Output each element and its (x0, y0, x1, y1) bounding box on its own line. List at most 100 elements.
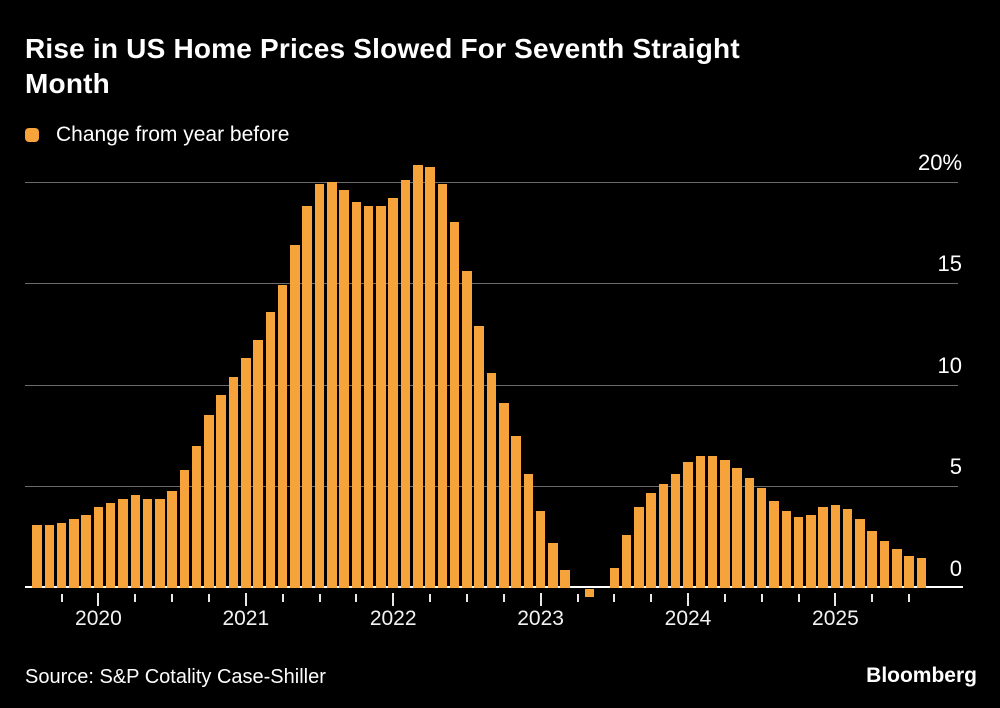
bar (634, 506, 644, 588)
page-title: Rise in US Home Prices Slowed For Sevent… (25, 31, 955, 101)
bar (670, 474, 681, 588)
bar (560, 569, 570, 588)
x-axis-year-tick (392, 593, 395, 606)
x-axis-tick (429, 594, 432, 602)
x-axis-tick (465, 594, 468, 602)
bar (658, 484, 669, 588)
bar (867, 531, 877, 588)
x-axis-year-tick (834, 593, 837, 606)
x-axis-year-label-2025: 2025 (812, 607, 859, 630)
bar (499, 403, 509, 588)
legend-label: Change from year before (56, 123, 290, 146)
title-line-1: Rise in US Home Prices Slowed For Sevent… (25, 33, 740, 64)
bar (363, 206, 374, 588)
y-axis-label-15: 15 (880, 251, 962, 277)
title-line-2: Month (25, 68, 110, 99)
bar (327, 181, 337, 588)
y-axis-label-0: 0 (880, 556, 962, 582)
x-axis-tick (134, 594, 137, 602)
bar (879, 541, 890, 588)
bar (646, 492, 656, 588)
x-axis-year-label-2020: 2020 (75, 607, 122, 630)
y-axis-value: 10 (937, 353, 962, 378)
bar (486, 372, 497, 588)
bar (56, 523, 67, 588)
x-axis-tick (502, 594, 505, 602)
x-axis-tick (208, 594, 210, 602)
gridline-15 (25, 283, 958, 284)
bar (425, 167, 435, 588)
bar (720, 460, 730, 588)
bloomberg-logo: Bloomberg (866, 664, 977, 687)
bar (216, 395, 226, 588)
bar (69, 518, 79, 588)
x-axis-tick (355, 594, 358, 602)
bar (449, 222, 460, 588)
x-axis-year-label-2023: 2023 (517, 607, 564, 630)
bar (241, 358, 251, 588)
bar (93, 506, 104, 588)
bar (609, 567, 620, 588)
x-axis-tick (723, 594, 726, 602)
bar (191, 445, 202, 588)
y-axis-label-10: 10 (880, 353, 962, 379)
x-axis-tick (760, 594, 763, 602)
x-axis-tick (318, 594, 321, 602)
bar (105, 502, 116, 588)
percent-sign: % (942, 150, 962, 175)
bar (277, 285, 288, 588)
bar (462, 271, 472, 588)
bar (32, 525, 42, 588)
bar (204, 415, 214, 588)
bar (400, 179, 411, 588)
bar (769, 500, 779, 588)
bar (511, 435, 521, 588)
x-axis-year-tick (244, 593, 247, 606)
x-axis-year-tick (539, 593, 542, 606)
y-axis-value: 0 (949, 556, 962, 581)
bar (830, 504, 841, 588)
bar (81, 514, 91, 588)
bar (842, 508, 853, 588)
bar (474, 325, 484, 588)
bar (265, 311, 276, 588)
gridline-20 (25, 182, 958, 183)
x-axis-tick (613, 594, 616, 602)
bar (142, 498, 153, 588)
bar (130, 494, 141, 588)
bar (621, 535, 632, 588)
bar (683, 462, 693, 588)
bar (167, 490, 177, 588)
bar (290, 244, 300, 588)
bar (584, 589, 595, 598)
x-axis-tick (281, 594, 284, 602)
bar (388, 197, 398, 588)
bar (155, 498, 165, 588)
bar (523, 474, 534, 588)
legend-swatch-icon (25, 128, 39, 142)
bar (228, 376, 239, 588)
bar (376, 206, 386, 588)
x-axis-year-label-2024: 2024 (664, 607, 712, 630)
x-axis-tick (171, 594, 174, 602)
bar (916, 557, 927, 588)
bar (253, 340, 263, 588)
x-axis-tick (908, 594, 911, 602)
bar (732, 468, 742, 588)
y-axis-value: 15 (937, 251, 962, 276)
bar (437, 183, 448, 588)
y-axis-value: 20 (917, 150, 943, 175)
legend: Change from year before (25, 123, 289, 147)
x-axis-year-label-2022: 2022 (369, 607, 417, 630)
bar (904, 555, 914, 588)
bar (756, 488, 767, 588)
bar (413, 165, 423, 588)
bar (548, 543, 558, 588)
bar (707, 455, 718, 588)
y-axis-label-5: 5 (880, 454, 962, 480)
x-axis-year-label-2021: 2021 (222, 607, 270, 630)
bar (179, 470, 190, 588)
y-axis-label-20: 20% (880, 150, 962, 176)
